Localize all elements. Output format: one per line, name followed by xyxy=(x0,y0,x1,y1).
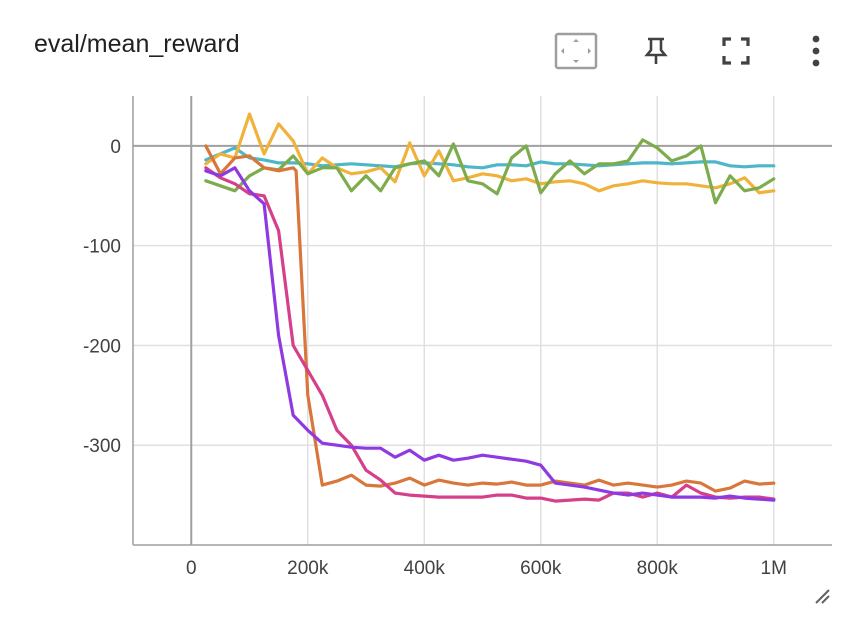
x-tick-label: 800k xyxy=(637,558,679,579)
series-line-3 xyxy=(204,138,776,205)
fit-domain-button[interactable] xyxy=(553,28,599,74)
x-tick-label: 600k xyxy=(520,558,562,579)
x-tick-label: 1M xyxy=(761,558,787,579)
grid xyxy=(133,96,832,545)
x-tick-label: 400k xyxy=(404,558,446,579)
chart-title: eval/mean_reward xyxy=(34,30,240,58)
series-line-6 xyxy=(204,166,776,502)
axes xyxy=(132,96,832,546)
resize-handle-icon xyxy=(815,589,830,604)
y-tick-label: 0 xyxy=(110,137,121,158)
series-line-2 xyxy=(204,112,776,195)
pin-button[interactable] xyxy=(633,28,679,74)
fit-domain-icon xyxy=(554,32,598,70)
y-tick-label: -300 xyxy=(83,436,121,457)
fullscreen-button[interactable] xyxy=(713,28,759,74)
tick-labels: 0 200k 400k 600k 800k 1M 0 -100 -200 -300 xyxy=(83,137,787,579)
more-menu-button[interactable] xyxy=(793,28,839,74)
series-line-5 xyxy=(204,166,776,503)
y-tick-label: -200 xyxy=(83,336,121,357)
more-vert-icon xyxy=(812,35,820,67)
resize-handle[interactable] xyxy=(812,586,832,606)
series-line-4 xyxy=(204,144,776,493)
fullscreen-icon xyxy=(722,37,750,65)
series-lines xyxy=(204,112,776,503)
x-tick-label: 200k xyxy=(287,558,329,579)
y-tick-label: -100 xyxy=(83,237,121,258)
pin-icon xyxy=(644,37,668,64)
x-tick-label: 0 xyxy=(186,558,197,579)
